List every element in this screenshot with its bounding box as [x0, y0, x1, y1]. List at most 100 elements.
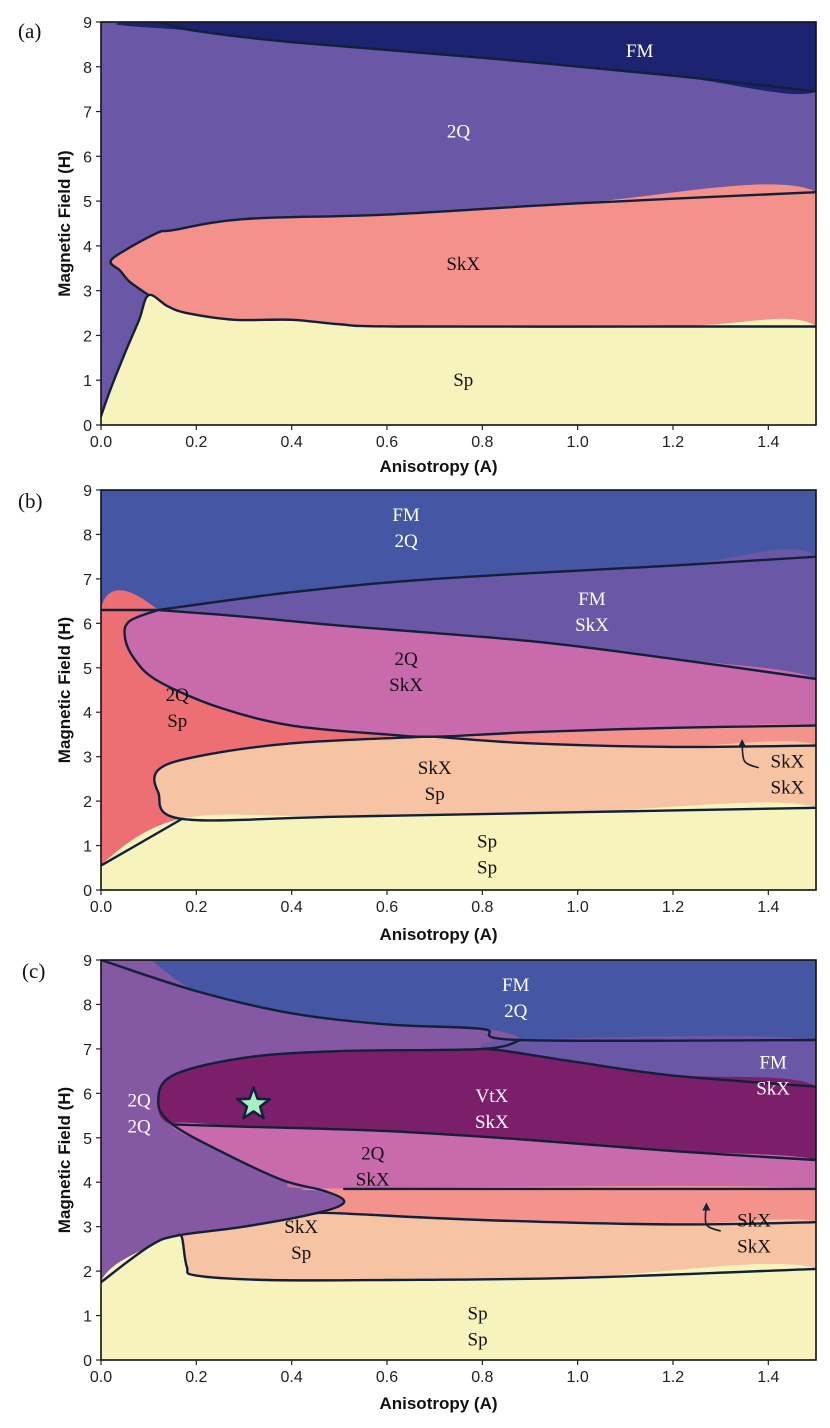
y-tick-label: 8	[83, 997, 92, 1014]
panel-label: (b)	[18, 489, 43, 513]
panel-a: FM 2Q SkX Sp 0.0 0.2 0.4 0.6 0.8 1.0 1.2 1.4 0 1 2 3 4 5 6…	[18, 15, 817, 476]
y-axis-title: Magnetic Field (H)	[55, 150, 74, 296]
y-tick-label: 7	[83, 105, 92, 122]
x-tick-label: 1.4	[757, 899, 779, 916]
region-label-c-1-0: FM	[759, 1053, 787, 1074]
region-label-b-4-0: SkX	[418, 758, 452, 779]
phase-boundary-b-3	[123, 608, 816, 738]
x-tick-label: 0.6	[376, 899, 398, 916]
region-label-a-3-0: Sp	[453, 370, 473, 391]
y-tick-label: 4	[83, 705, 92, 722]
x-tick-label: 1.2	[662, 1369, 684, 1386]
phase-boundary-c-0	[101, 960, 816, 1043]
x-axis-title: Anisotropy (A)	[379, 457, 497, 476]
x-tick-label: 0.0	[90, 1369, 112, 1386]
region-label-c-3-0: 2Q	[128, 1090, 152, 1111]
x-tick-label: 1.4	[757, 434, 779, 451]
y-tick-label: 9	[83, 15, 92, 32]
panel-b: FM 2Q FM SkX 2Q SkX 2Q Sp SkX Sp SkX SkX Sp Sp 0.0 0.2 0…	[18, 483, 817, 944]
region-label-b-6-0: Sp	[477, 831, 497, 852]
x-axis-title: Anisotropy (A)	[379, 1394, 497, 1413]
y-tick-label: 5	[83, 194, 92, 211]
y-axis-title: Magnetic Field (H)	[55, 617, 74, 763]
x-tick-label: 0.4	[281, 899, 303, 916]
region-label-b-3-1: Sp	[167, 711, 187, 732]
y-tick-label: 3	[83, 284, 92, 301]
phase-boundary-b-6	[101, 817, 184, 867]
y-tick-label: 4	[83, 1175, 92, 1192]
x-tick-label: 0.6	[376, 1369, 398, 1386]
phase-boundary-a-1	[109, 190, 816, 297]
x-tick-label: 1.2	[662, 434, 684, 451]
y-tick-label: 8	[83, 60, 92, 77]
phase-boundary-c-6	[176, 1233, 816, 1282]
plot-frame	[100, 21, 817, 426]
y-tick-label: 9	[83, 483, 92, 500]
phase-boundary-b-2	[157, 608, 816, 681]
region-label-b-0-1: 2Q	[394, 531, 418, 552]
x-tick-label: 1.0	[567, 899, 589, 916]
x-tick-label: 0.0	[90, 434, 112, 451]
y-tick-label: 0	[83, 418, 92, 435]
phase-boundary-b-5	[433, 735, 816, 749]
panel-label: (a)	[18, 19, 41, 43]
region-label-c-6-0: SkX	[737, 1210, 771, 1231]
y-tick-label: 4	[83, 239, 92, 256]
y-tick-label: 6	[83, 149, 92, 166]
y-tick-label: 1	[83, 373, 92, 390]
region-label-c-7-0: Sp	[468, 1304, 488, 1325]
region-label-a-2-0: SkX	[446, 254, 480, 275]
x-tick-label: 1.0	[567, 434, 589, 451]
y-axis-title: Magnetic Field (H)	[55, 1087, 74, 1233]
region-label-b-6-1: Sp	[477, 857, 497, 878]
region-label-a-1-0: 2Q	[447, 122, 471, 143]
y-tick-label: 1	[83, 839, 92, 856]
region-label-b-5-0: SkX	[771, 751, 805, 772]
y-tick-label: 6	[83, 616, 92, 633]
y-tick-label: 3	[83, 1220, 92, 1237]
y-tick-label: 3	[83, 750, 92, 767]
region-label-c-1-1: SkX	[756, 1079, 790, 1100]
arrow-head	[702, 1202, 711, 1211]
region-label-b-2-1: SkX	[389, 675, 423, 696]
region-label-c-2-0: VtX	[475, 1086, 508, 1107]
y-tick-label: 7	[83, 1042, 92, 1059]
plot-area	[101, 490, 816, 890]
region-label-c-0-1: 2Q	[504, 1001, 528, 1022]
y-tick-label: 9	[83, 953, 92, 970]
region-label-b-1-0: FM	[578, 589, 606, 610]
arrow-head	[738, 739, 747, 748]
x-tick-label: 1.4	[757, 1369, 779, 1386]
region-label-b-5-1: SkX	[771, 777, 805, 798]
x-tick-label: 0.8	[471, 1369, 493, 1386]
x-tick-label: 0.4	[281, 1369, 303, 1386]
panel-c: FM 2Q FM SkX VtX SkX 2Q 2Q 2Q SkX SkX Sp SkX SkX Sp Sp 0…	[22, 953, 817, 1413]
y-tick-label: 7	[83, 572, 92, 589]
phase-boundary-c-3	[171, 1123, 816, 1162]
x-tick-label: 1.0	[567, 1369, 589, 1386]
x-tick-label: 0.0	[90, 899, 112, 916]
plot-frame	[100, 489, 817, 891]
region-label-c-4-0: 2Q	[361, 1144, 385, 1165]
region-label-c-2-1: SkX	[475, 1112, 509, 1133]
x-tick-label: 0.6	[376, 434, 398, 451]
y-tick-label: 5	[83, 1131, 92, 1148]
region-label-c-5-0: SkX	[284, 1217, 318, 1238]
x-tick-label: 1.2	[662, 899, 684, 916]
phase-boundary-a-0	[101, 293, 816, 418]
region-label-c-7-1: Sp	[468, 1330, 488, 1351]
y-tick-label: 5	[83, 661, 92, 678]
phase-boundary-c-1	[101, 1038, 522, 1284]
x-tick-label: 0.2	[185, 434, 207, 451]
region-label-c-4-1: SkX	[356, 1170, 390, 1191]
y-tick-label: 2	[83, 328, 92, 345]
plot-frame	[100, 959, 817, 1361]
y-tick-label: 6	[83, 1086, 92, 1103]
y-tick-label: 0	[83, 883, 92, 900]
star-marker-icon	[236, 1086, 271, 1120]
panel-label: (c)	[22, 959, 45, 983]
region-label-c-5-1: Sp	[291, 1243, 311, 1264]
region-label-a-0-0: FM	[626, 41, 654, 62]
x-tick-label: 0.4	[281, 434, 303, 451]
